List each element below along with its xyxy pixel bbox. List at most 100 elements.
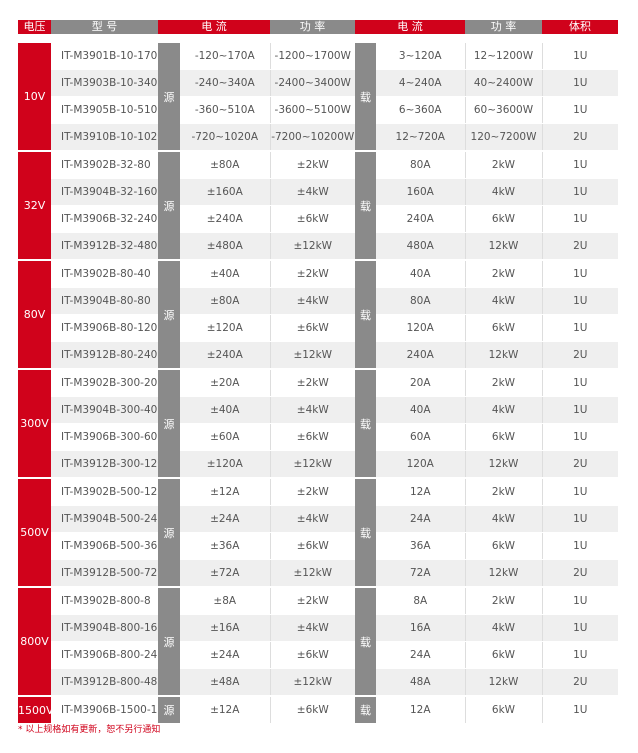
- table-row: IT-M3906B-32-240 ±240A ±6kW 240A 6kW 1U: [18, 205, 618, 233]
- load-current-cell: 24A: [376, 505, 466, 533]
- table-row: IT-M3906B-500-36 ±36A ±6kW 36A 6kW 1U: [18, 532, 618, 560]
- load-current-cell: 12A: [376, 696, 466, 725]
- size-cell: 2U: [542, 341, 618, 370]
- source-power-cell: ±2kW: [270, 151, 355, 179]
- model-cell: IT-M3904B-800-16: [51, 614, 158, 642]
- source-current-cell: -240~340A: [180, 69, 271, 97]
- source-tag: 源: [158, 369, 180, 479]
- model-cell: IT-M3903B-10-340: [51, 69, 158, 97]
- load-tag: 载: [355, 369, 376, 479]
- source-current-cell: -120~170A: [180, 43, 271, 70]
- source-power-cell: ±12kW: [270, 232, 355, 261]
- table-row: IT-M3910B-10-1020 -720~1020A -7200~10200W 1…: [18, 123, 618, 152]
- load-tag: 载: [355, 260, 376, 370]
- model-cell: IT-M3904B-80-80: [51, 287, 158, 315]
- size-cell: 1U: [542, 205, 618, 233]
- load-current-cell: 6~360A: [376, 96, 466, 124]
- source-current-cell: ±16A: [180, 614, 271, 642]
- model-cell: IT-M3904B-32-160: [51, 178, 158, 206]
- source-power-cell: ±12kW: [270, 450, 355, 479]
- load-power-cell: 4kW: [465, 505, 543, 533]
- table-row: 300V IT-M3902B-300-20 源 ±20A ±2kW 载 20A 2kW 1U: [18, 369, 618, 479]
- source-power-cell: ±2kW: [270, 587, 355, 615]
- load-power-cell: 40~2400W: [465, 69, 543, 97]
- spec-table: 10V IT-M3901B-10-170 源 -120~170A -1200~1700W…: [18, 43, 618, 725]
- load-current-cell: 80A: [376, 151, 466, 179]
- load-current-cell: 48A: [376, 668, 466, 697]
- model-cell: IT-M3912B-32-480: [51, 232, 158, 261]
- source-tag: 源: [158, 587, 180, 697]
- size-cell: 1U: [542, 369, 618, 397]
- source-power-cell: ±6kW: [270, 532, 355, 560]
- load-current-cell: 8A: [376, 587, 466, 615]
- voltage-cell: 500V: [18, 478, 51, 588]
- load-current-cell: 16A: [376, 614, 466, 642]
- source-power-cell: ±2kW: [270, 369, 355, 397]
- load-power-cell: 6kW: [465, 696, 543, 725]
- table-row: 10V IT-M3901B-10-170 源 -120~170A -1200~1700W…: [18, 43, 618, 152]
- source-current-cell: ±80A: [180, 151, 271, 179]
- spec-table-container: 电压 型 号 电 流 功 率 电 流 功 率 体积 10V IT-M3901B-1…: [18, 20, 618, 725]
- source-power-cell: ±6kW: [270, 696, 355, 725]
- source-current-cell: ±480A: [180, 232, 271, 261]
- voltage-cell: 10V: [18, 43, 51, 152]
- source-current-cell: ±120A: [180, 314, 271, 342]
- load-current-cell: 3~120A: [376, 43, 466, 70]
- size-cell: 1U: [542, 478, 618, 506]
- size-cell: 2U: [542, 232, 618, 261]
- table-row: IT-M3904B-32-160 ±160A ±4kW 160A 4kW 1U: [18, 178, 618, 206]
- size-cell: 2U: [542, 450, 618, 479]
- model-cell: IT-M3902B-32-80: [51, 151, 158, 179]
- load-current-cell: 480A: [376, 232, 466, 261]
- table-row: IT-M3906B-80-120 ±120A ±6kW 120A 6kW 1U: [18, 314, 618, 342]
- size-cell: 1U: [542, 151, 618, 179]
- source-current-cell: ±40A: [180, 396, 271, 424]
- load-current-cell: 12A: [376, 478, 466, 506]
- footnote: * 以上规格如有更新，恕不另行通知: [18, 725, 161, 735]
- table-row: IT-M3912B-800-48 ±48A ±12kW 48A 12kW 2U: [18, 668, 618, 697]
- size-cell: 2U: [542, 123, 618, 152]
- source-power-cell: -1200~1700W: [270, 43, 355, 70]
- table-row: IT-M3904B-500-24 ±24A ±4kW 24A 4kW 1U: [18, 505, 618, 533]
- load-current-cell: 4~240A: [376, 69, 466, 97]
- source-power-cell: ±2kW: [270, 260, 355, 288]
- voltage-cell: 800V: [18, 587, 51, 697]
- source-current-cell: ±12A: [180, 478, 271, 506]
- source-current-cell: ±120A: [180, 450, 271, 479]
- load-power-cell: 6kW: [465, 205, 543, 233]
- load-power-cell: 60~3600W: [465, 96, 543, 124]
- source-power-cell: ±6kW: [270, 423, 355, 451]
- header-voltage: 电压: [18, 20, 51, 34]
- source-power-cell: ±12kW: [270, 559, 355, 588]
- header-load-power: 功 率: [465, 20, 542, 34]
- load-power-cell: 6kW: [465, 314, 543, 342]
- size-cell: 1U: [542, 396, 618, 424]
- voltage-cell: 300V: [18, 369, 51, 479]
- size-cell: 2U: [542, 668, 618, 697]
- load-current-cell: 20A: [376, 369, 466, 397]
- source-power-cell: ±4kW: [270, 396, 355, 424]
- model-cell: IT-M3912B-500-72: [51, 559, 158, 588]
- load-current-cell: 120A: [376, 450, 466, 479]
- table-row: 80V IT-M3902B-80-40 源 ±40A ±2kW 载 40A 2kW 1U: [18, 260, 618, 370]
- table-header: 电压 型 号 电 流 功 率 电 流 功 率 体积: [18, 20, 618, 34]
- model-cell: IT-M3904B-500-24: [51, 505, 158, 533]
- size-cell: 1U: [542, 614, 618, 642]
- source-current-cell: ±20A: [180, 369, 271, 397]
- load-power-cell: 4kW: [465, 396, 543, 424]
- source-current-cell: ±240A: [180, 205, 271, 233]
- load-current-cell: 40A: [376, 260, 466, 288]
- source-current-cell: ±36A: [180, 532, 271, 560]
- load-power-cell: 6kW: [465, 423, 543, 451]
- load-power-cell: 4kW: [465, 178, 543, 206]
- source-power-cell: ±6kW: [270, 314, 355, 342]
- load-tag: 载: [355, 587, 376, 697]
- source-tag: 源: [158, 260, 180, 370]
- model-cell: IT-M3906B-500-36: [51, 532, 158, 560]
- load-current-cell: 120A: [376, 314, 466, 342]
- source-power-cell: ±4kW: [270, 614, 355, 642]
- table-row: IT-M3905B-10-510 -360~510A -3600~5100W 6~36…: [18, 96, 618, 124]
- source-current-cell: ±48A: [180, 668, 271, 697]
- header-load-current: 电 流: [355, 20, 465, 34]
- source-current-cell: ±12A: [180, 696, 271, 725]
